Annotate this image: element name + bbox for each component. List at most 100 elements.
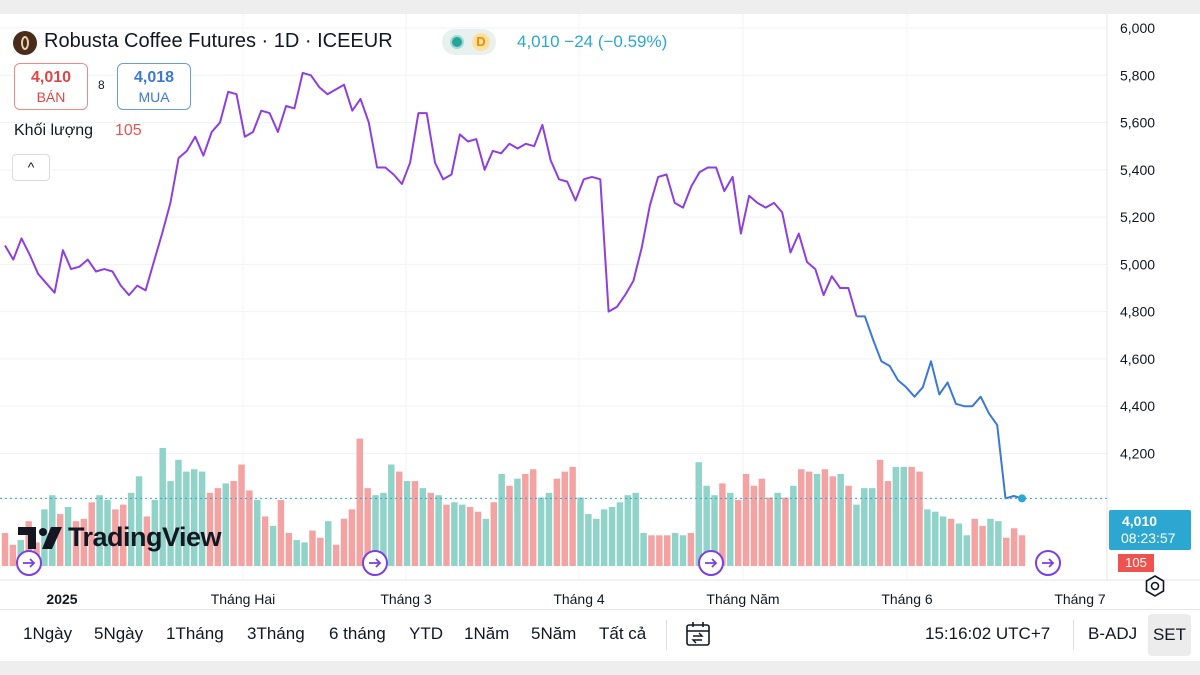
volume-bar (829, 476, 837, 566)
volume-bar (254, 499, 261, 566)
volume-bar (443, 504, 450, 566)
volume-bar (214, 488, 222, 566)
volume-bar (695, 462, 702, 566)
volume-label: Khối lượng (14, 122, 94, 139)
volume-bar (553, 478, 561, 566)
volume-bar (482, 518, 490, 566)
volume-bar (143, 516, 151, 566)
sell-label: BÁN (36, 89, 66, 105)
volume-bar (955, 523, 963, 566)
spread-value: 8 (98, 78, 105, 92)
y-tick-label: 4,800 (1120, 304, 1155, 320)
volume-bar (790, 485, 797, 566)
x-tick-label: Tháng 4 (553, 591, 605, 607)
sell-button[interactable]: 4,010 BÁN (14, 63, 88, 110)
x-tick-label: Tháng 7 (1054, 591, 1106, 607)
volume-bar (900, 466, 907, 566)
range-5y[interactable]: 5Năm (531, 624, 577, 643)
volume-bar (1, 532, 9, 566)
volume-bar (198, 471, 206, 566)
volume-bar (711, 495, 718, 566)
price-series-recent-line (856, 315, 1023, 500)
session-button[interactable]: SET (1148, 614, 1191, 656)
volume-bar (151, 499, 159, 566)
range-all[interactable]: Tất cả (599, 624, 647, 643)
range-5d[interactable]: 5Ngày (94, 624, 144, 643)
volume-bar (750, 485, 758, 566)
volume-bar (96, 495, 103, 566)
volume-bar (269, 525, 277, 566)
volume-bar (537, 497, 545, 566)
clock-timezone[interactable]: 15:16:02 UTC+7 (925, 624, 1051, 643)
volume-bar (309, 530, 316, 566)
volume-bar (545, 492, 553, 566)
volume-bar (853, 504, 860, 566)
volume-bar (466, 507, 474, 566)
volume-bar (222, 483, 229, 566)
x-tick-label: Tháng 3 (380, 591, 432, 607)
collapse-legend-button[interactable]: ^ (12, 154, 50, 181)
volume-bar (947, 518, 955, 566)
volume-bar (522, 473, 529, 566)
price-chart[interactable]: 6,000 5,800 5,600 5,400 5,200 5,000 4,800 4,600… (0, 14, 1200, 609)
volume-bar (277, 499, 285, 566)
volume-bar (868, 488, 876, 566)
y-tick-label: 5,800 (1120, 67, 1155, 83)
price-lines (4, 71, 1023, 500)
dividend-event-icon (698, 550, 724, 576)
volume-bar (924, 509, 931, 566)
buy-label: MUA (138, 89, 170, 105)
volume-bars (1, 438, 1026, 566)
volume-bar (734, 499, 742, 566)
volume-bar (782, 497, 789, 566)
date-range-icon[interactable] (684, 620, 712, 648)
sell-price: 4,010 (30, 69, 72, 86)
gear-icon[interactable] (1143, 574, 1167, 598)
adjustment-toggle[interactable]: B-ADJ (1088, 624, 1138, 643)
volume-bar (285, 532, 293, 566)
buy-price: 4,018 (133, 69, 175, 86)
buy-button[interactable]: 4,018 MUA (117, 63, 191, 110)
volume-bar (916, 471, 923, 566)
volume-bar (9, 544, 17, 566)
volume-bar (388, 464, 395, 566)
volume-bar (56, 514, 64, 566)
volume-bar (183, 471, 190, 566)
volume-bar (206, 492, 214, 566)
range-1d[interactable]: 1Ngày (23, 624, 73, 643)
volume-bar (127, 492, 135, 566)
volume-bar (656, 535, 663, 566)
volume-bar (514, 478, 521, 566)
volume-bar (261, 516, 269, 566)
volume-bar (395, 471, 403, 566)
volume-bar (616, 502, 624, 566)
volume-bar (939, 516, 947, 566)
event-marker-arrow (1042, 558, 1055, 568)
volume-bar (813, 473, 821, 566)
delayed-badge: D (472, 33, 490, 51)
volume-bar (372, 495, 379, 566)
dividend-event-icon (16, 550, 42, 576)
chart-window: 6,000 5,800 5,600 5,400 5,200 5,000 4,800 4,600… (0, 14, 1200, 661)
volume-bar (411, 481, 419, 566)
bar-countdown: 08:23:57 (1121, 530, 1176, 546)
volume-bar (624, 495, 632, 566)
volume-bar (577, 497, 584, 566)
volume-bar (640, 532, 647, 566)
range-3m[interactable]: 3Tháng (247, 624, 305, 643)
price-change: 4,010 −24 (−0.59%) (517, 32, 668, 51)
volume-bar (230, 481, 237, 566)
range-ytd[interactable]: YTD (409, 624, 443, 643)
y-tick-label: 4,400 (1120, 398, 1155, 414)
volume-bar (112, 509, 119, 566)
last-price-dot (1018, 494, 1026, 503)
range-1y[interactable]: 1Năm (464, 624, 510, 643)
volume-bar (529, 469, 537, 566)
market-status-pill[interactable]: D (442, 29, 496, 55)
volume-bar (727, 492, 734, 566)
range-6m[interactable]: 6 tháng (329, 624, 386, 643)
volume-bar (72, 521, 80, 566)
range-1m[interactable]: 1Tháng (166, 624, 224, 643)
symbol-title[interactable]: Robusta Coffee Futures · 1D · ICEEUR (44, 30, 393, 52)
volume-bar (671, 532, 679, 566)
